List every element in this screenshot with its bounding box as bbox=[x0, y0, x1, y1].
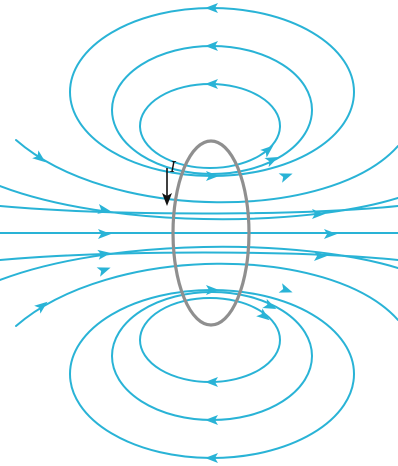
field-line-top-1 bbox=[15, 139, 398, 204]
lower-loop-inner bbox=[139, 297, 281, 383]
arrowhead-icon bbox=[278, 168, 295, 183]
lower-closed-loops bbox=[69, 289, 355, 459]
down-arrow-icon bbox=[162, 193, 172, 206]
upper-loop-outer bbox=[69, 7, 355, 177]
field-line-top-3 bbox=[0, 205, 398, 215]
field-line-bottom-2 bbox=[0, 245, 398, 281]
field-line-top-2 bbox=[0, 185, 398, 221]
upper-loop-inner bbox=[139, 83, 281, 169]
current-label: I bbox=[169, 158, 177, 176]
field-line-bottom-3 bbox=[0, 251, 398, 261]
upper-closed-loops bbox=[69, 7, 355, 177]
open-field-lines bbox=[0, 139, 398, 327]
lower-loop-outer bbox=[69, 289, 355, 459]
field-line-bottom-1 bbox=[15, 262, 398, 327]
lower-loop-middle bbox=[111, 291, 313, 421]
arrowhead-icon bbox=[278, 283, 295, 298]
arrowhead-icon bbox=[32, 150, 49, 167]
current-indicator: I bbox=[162, 158, 177, 206]
upper-loop-middle bbox=[111, 45, 313, 175]
current-loop bbox=[171, 139, 251, 327]
arrowhead-icon bbox=[96, 262, 113, 277]
